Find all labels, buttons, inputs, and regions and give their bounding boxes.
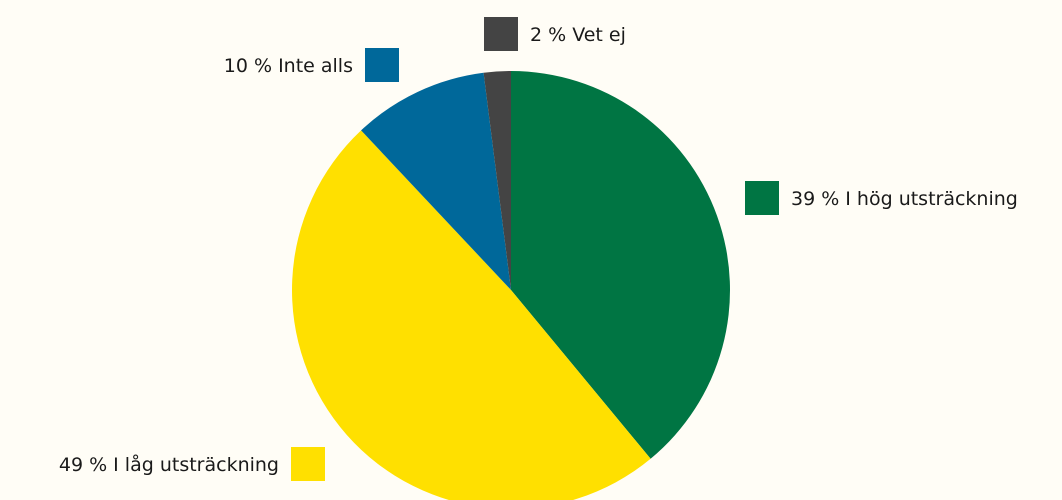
slice-label: 10 % Inte alls bbox=[224, 55, 353, 77]
slice-label: 39 % I hög utsträckning bbox=[791, 188, 1018, 210]
slice-category: I låg utsträckning bbox=[113, 453, 279, 476]
slice-category: Inte alls bbox=[278, 55, 353, 77]
slice-category: Vet ej bbox=[572, 24, 626, 46]
pie-slice bbox=[361, 72, 511, 290]
pie-slice bbox=[511, 71, 730, 459]
legend-swatch bbox=[365, 48, 399, 82]
pie-slice bbox=[292, 130, 651, 500]
slice-label: 49 % I låg utsträckning bbox=[59, 453, 279, 476]
legend-swatch bbox=[484, 17, 518, 51]
legend-swatch bbox=[745, 181, 779, 215]
slice-category: I hög utsträckning bbox=[845, 188, 1018, 210]
legend-swatch bbox=[291, 447, 325, 481]
slice-value-label: 49 % bbox=[59, 454, 107, 476]
pie-slice bbox=[483, 71, 511, 290]
slice-value-label: 10 % bbox=[224, 55, 272, 77]
slice-value-label: 39 % bbox=[791, 188, 839, 210]
slice-label: 2 % Vet ej bbox=[530, 24, 626, 46]
slice-value-label: 2 % bbox=[530, 24, 566, 46]
